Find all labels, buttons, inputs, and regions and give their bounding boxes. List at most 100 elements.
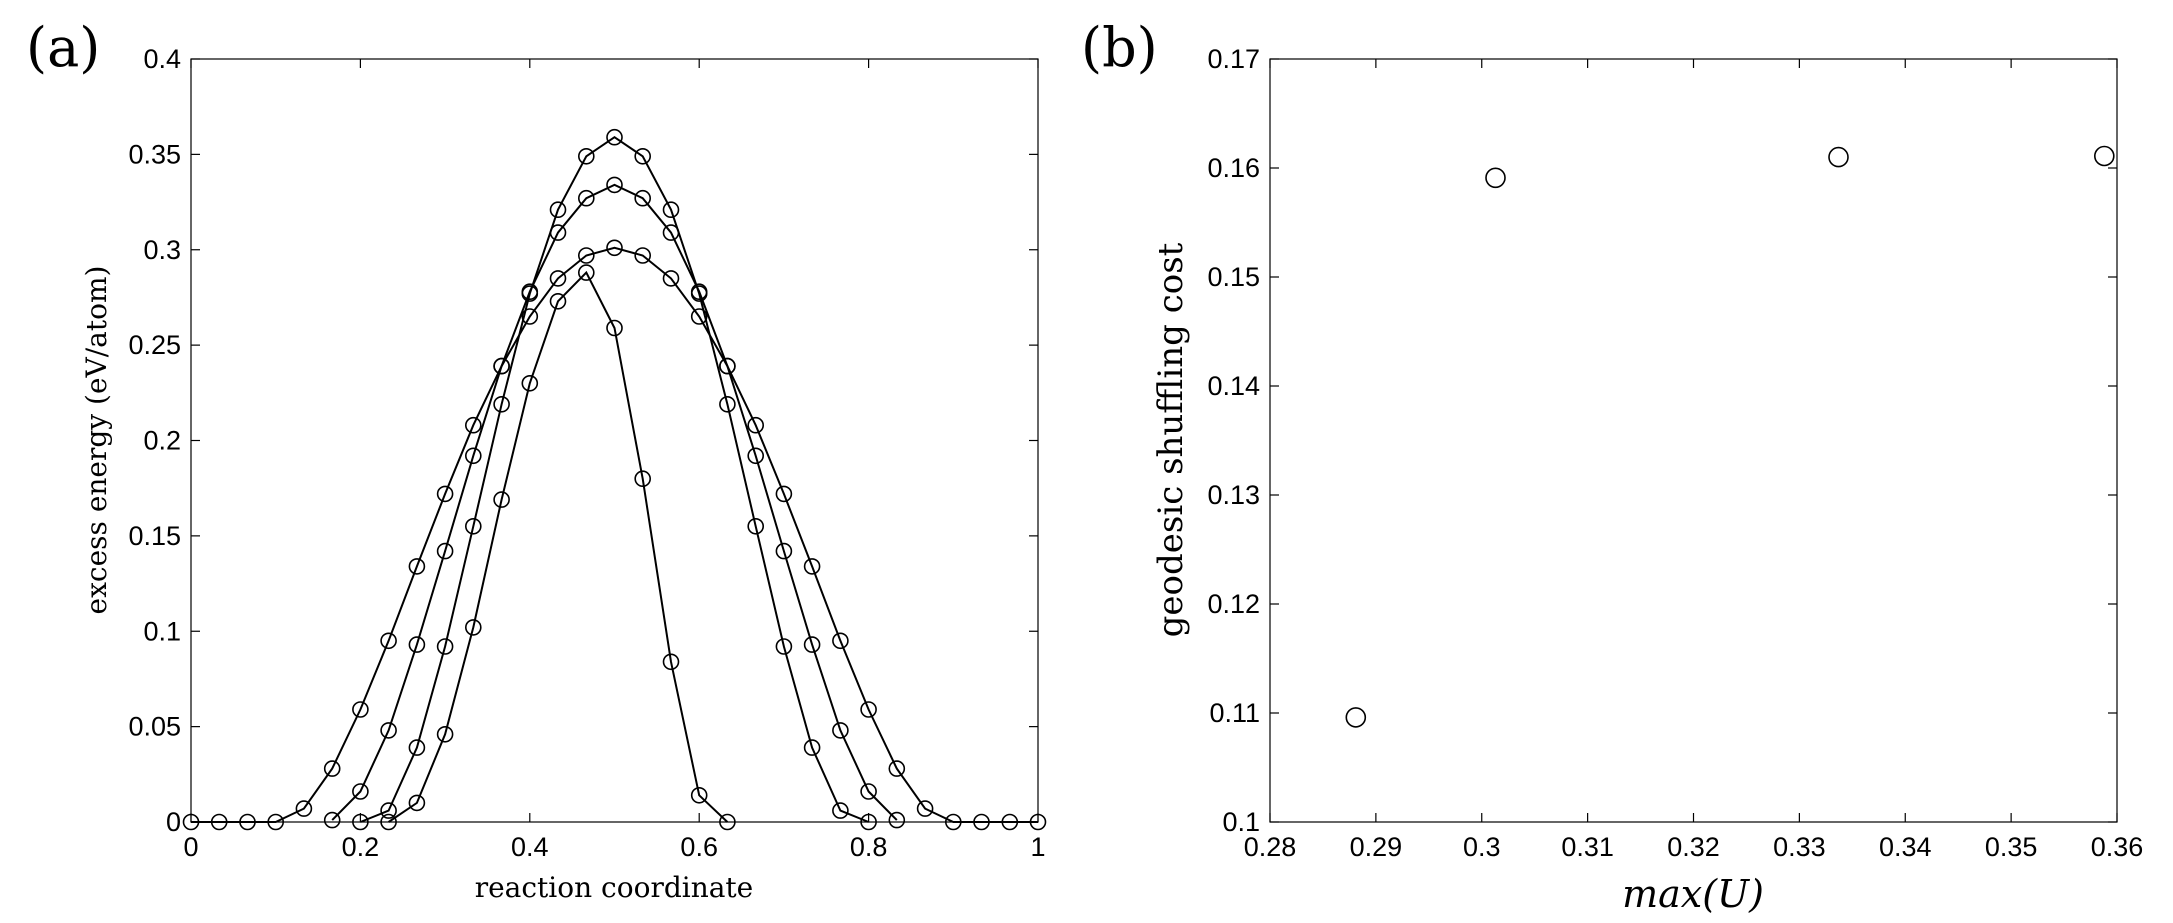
data-point-marker <box>690 308 708 325</box>
x-tick-label: 0.33 <box>1773 832 1826 862</box>
data-point-marker <box>380 722 397 739</box>
data-point-marker <box>352 813 369 831</box>
panel-b: (b) 0.28 0.29 0.3 0.31 0.32 0.33 0.34 0.35 0.360… <box>1081 16 2143 916</box>
panel-a-x-axis-label: reaction coordinate <box>475 871 754 904</box>
panel-a: (a) 0 0.2 0.4 0.6 0.8 1 0 0.05 0.1 0.15 0.2 0.25 0.3… <box>26 16 1047 904</box>
panel-a-series <box>191 135 1038 823</box>
data-point-marker <box>464 517 482 535</box>
data-point-marker <box>606 128 623 146</box>
x-tick-label: 0.8 <box>850 832 888 862</box>
data-point-marker <box>436 542 454 560</box>
y-tick-label: 0.13 <box>1207 480 1260 510</box>
data-point-marker <box>747 517 765 535</box>
y-tick-label: 0.35 <box>128 139 181 169</box>
y-tick-label: 0.2 <box>143 426 181 456</box>
y-tick-label: 0.05 <box>128 712 181 742</box>
x-tick-label: 0.3 <box>1463 832 1501 862</box>
data-point-marker <box>719 357 736 375</box>
data-point-marker <box>860 701 877 718</box>
data-point-marker <box>2094 145 2115 167</box>
data-point-marker <box>380 632 397 650</box>
x-tick-label: 0.29 <box>1350 832 1403 862</box>
data-point-marker <box>380 802 397 819</box>
y-tick-label: 0.25 <box>128 330 181 360</box>
data-point-marker <box>775 542 793 560</box>
data-point-marker <box>775 638 793 655</box>
x-tick-label: 0 <box>183 832 198 862</box>
y-tick-label: 0.1 <box>143 616 181 646</box>
panel-b-label: (b) <box>1081 16 1158 79</box>
data-point-marker <box>323 811 341 829</box>
panel-a-plot-frame <box>190 58 1039 823</box>
data-point-marker <box>888 760 906 777</box>
data-point-marker <box>493 357 510 375</box>
data-point-marker <box>521 285 539 302</box>
data-point-marker <box>803 558 821 575</box>
data-point-marker <box>323 760 341 777</box>
data-point-marker <box>690 786 708 804</box>
series-line-1 <box>191 246 1038 823</box>
x-tick-label: 0.34 <box>1879 832 1932 862</box>
panel-a-y-axis-label: excess energy (eV/atom) <box>80 266 113 615</box>
data-point-marker <box>634 189 652 207</box>
data-point-marker <box>464 619 482 636</box>
data-point-marker <box>690 285 708 302</box>
series-line-4 <box>388 270 729 823</box>
data-point-marker <box>493 491 510 508</box>
x-tick-label: 0.4 <box>511 832 549 862</box>
data-point-marker <box>832 632 849 650</box>
data-point-marker <box>747 447 765 465</box>
data-point-marker <box>436 638 454 655</box>
data-point-marker <box>521 374 539 392</box>
y-tick-label: 0.15 <box>128 521 181 551</box>
data-point-marker <box>408 739 426 756</box>
data-point-marker <box>295 800 313 817</box>
panel-a-ticks: 0 0.2 0.4 0.6 0.8 1 0 0.05 0.1 0.15 0.2 0.25 0.3 0.35… <box>128 44 1045 862</box>
data-point-marker <box>832 802 849 819</box>
data-point-marker <box>662 653 680 671</box>
y-tick-label: 0.3 <box>143 235 181 265</box>
data-point-marker <box>464 416 482 434</box>
x-tick-label: 0.32 <box>1667 832 1720 862</box>
data-point-marker <box>267 813 285 831</box>
data-point-marker <box>436 725 454 743</box>
panel-a-label: (a) <box>26 16 100 79</box>
y-tick-label: 0.4 <box>143 44 181 74</box>
panel-b-plot-frame <box>1269 58 2118 823</box>
data-point-marker <box>380 813 397 831</box>
x-tick-label: 0.31 <box>1561 832 1614 862</box>
data-point-marker <box>860 813 877 831</box>
y-tick-label: 0.1 <box>1222 807 1260 837</box>
y-tick-label: 0 <box>166 807 181 837</box>
data-point-marker <box>549 292 567 310</box>
data-point-marker <box>662 201 680 218</box>
data-point-marker <box>888 811 906 829</box>
data-point-marker <box>1828 146 1849 168</box>
panel-b-markers <box>1345 145 2115 728</box>
data-point-marker <box>944 813 962 831</box>
data-point-marker <box>210 813 228 831</box>
data-point-marker <box>1345 707 1367 728</box>
y-tick-label: 0.17 <box>1207 44 1260 74</box>
data-point-marker <box>493 395 510 413</box>
data-point-marker <box>662 224 680 241</box>
x-tick-label: 0.2 <box>342 832 380 862</box>
data-point-marker <box>577 247 595 264</box>
data-point-marker <box>408 636 426 653</box>
data-point-marker <box>747 416 765 434</box>
series-line-3 <box>360 135 869 823</box>
data-point-marker <box>577 189 595 207</box>
data-point-marker <box>973 813 990 831</box>
data-point-marker <box>436 485 454 503</box>
data-point-marker <box>662 270 680 287</box>
panel-b-x-axis-label: max(U) <box>1622 872 1764 916</box>
y-tick-label: 0.16 <box>1207 153 1260 183</box>
panel-b-ticks: 0.28 0.29 0.3 0.31 0.32 0.33 0.34 0.35 0.36 0.1 0.… <box>1207 44 2143 862</box>
x-tick-label: 0.35 <box>1985 832 2038 862</box>
data-point-marker <box>352 783 369 800</box>
data-point-marker <box>634 148 652 165</box>
data-point-marker <box>352 701 369 718</box>
x-tick-label: 0.36 <box>2091 832 2144 862</box>
x-tick-label: 0.28 <box>1244 832 1297 862</box>
